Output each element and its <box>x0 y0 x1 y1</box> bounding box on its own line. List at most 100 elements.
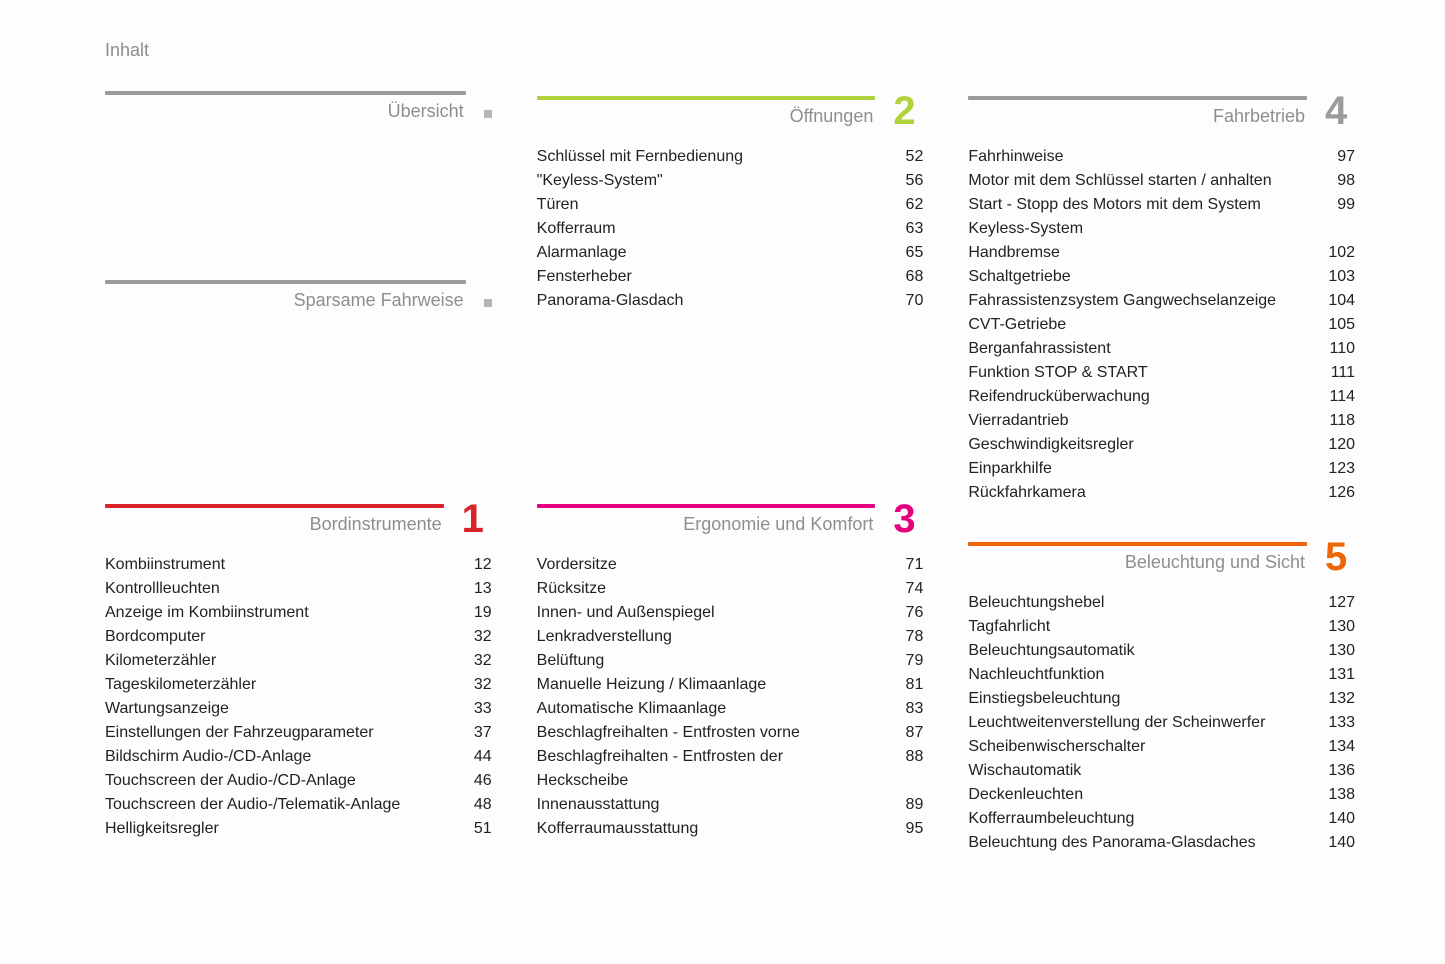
toc-entry-page: 133 <box>1321 711 1355 735</box>
toc-entry-label: Bildschirm Audio-/CD-Anlage <box>105 745 458 769</box>
toc-entry-page: 130 <box>1321 639 1355 663</box>
section-number: 2 <box>893 91 923 131</box>
toc-entry[interactable]: Wischautomatik136 <box>968 759 1355 783</box>
toc-entry-page: 70 <box>889 289 923 313</box>
toc-entry[interactable]: Tagfahrlicht130 <box>968 615 1355 639</box>
toc-entry[interactable]: Lenkradverstellung78 <box>537 625 924 649</box>
toc-section: Übersicht <box>105 91 492 122</box>
section-header: Ergonomie und Komfort3 <box>537 499 924 539</box>
toc-entry[interactable]: Einparkhilfe123 <box>968 457 1355 481</box>
section-title: Bordinstrumente <box>105 514 444 535</box>
toc-entry-label: Panorama-Glasdach <box>537 289 890 313</box>
toc-entry-label: Rückfahrkamera <box>968 481 1321 505</box>
toc-entry[interactable]: Bordcomputer32 <box>105 625 492 649</box>
section-dot-icon <box>484 299 492 307</box>
toc-entry[interactable]: Scheibenwischerschalter134 <box>968 735 1355 759</box>
toc-entry[interactable]: Handbremse102 <box>968 241 1355 265</box>
toc-entry-label: Schlüssel mit Fernbedienung <box>537 145 890 169</box>
toc-entry[interactable]: Nachleuchtfunktion131 <box>968 663 1355 687</box>
section-title: Übersicht <box>105 101 466 122</box>
toc-entry-label: Beleuchtungsautomatik <box>968 639 1321 663</box>
toc-entry[interactable]: Rücksitze74 <box>537 577 924 601</box>
toc-entry[interactable]: Schlüssel mit Fernbedienung52 <box>537 145 924 169</box>
toc-entry[interactable]: Leuchtweitenverstellung der Scheinwerfer… <box>968 711 1355 735</box>
toc-entry[interactable]: Einstellungen der Fahrzeugparameter37 <box>105 721 492 745</box>
toc-entry[interactable]: Reifendrucküberwachung114 <box>968 385 1355 409</box>
toc-entry[interactable]: Fahrhinweise97 <box>968 145 1355 169</box>
toc-entry[interactable]: Geschwindigkeitsregler120 <box>968 433 1355 457</box>
section-title: Fahrbetrieb <box>968 106 1307 127</box>
toc-entry[interactable]: Einstiegsbeleuchtung132 <box>968 687 1355 711</box>
toc-entry-page: 140 <box>1321 807 1355 831</box>
toc-entry[interactable]: Panorama-Glasdach70 <box>537 289 924 313</box>
toc-entry[interactable]: Wartungsanzeige33 <box>105 697 492 721</box>
toc-entry-page: 71 <box>889 553 923 577</box>
toc-entry[interactable]: Alarmanlage65 <box>537 241 924 265</box>
toc-entry[interactable]: Beschlagfreihalten - Entfrosten vorne87 <box>537 721 924 745</box>
toc-entry[interactable]: Belüftung79 <box>537 649 924 673</box>
toc-entry-page: 103 <box>1321 265 1355 289</box>
toc-entry[interactable]: Kofferraumausstattung95 <box>537 817 924 841</box>
toc-entry[interactable]: Helligkeitsregler51 <box>105 817 492 841</box>
toc-entry[interactable]: Start - Stopp des Motors mit dem System … <box>968 193 1355 241</box>
toc-entry-label: Berganfahrassistent <box>968 337 1321 361</box>
toc-entry[interactable]: Fensterheber68 <box>537 265 924 289</box>
toc-entry-page: 99 <box>1321 193 1355 217</box>
toc-entry[interactable]: Kontrollleuchten13 <box>105 577 492 601</box>
toc-entry-label: Kofferraum <box>537 217 890 241</box>
section-entries: Schlüssel mit Fernbedienung52"Keyless-Sy… <box>537 145 924 313</box>
toc-entry-label: Manuelle Heizung / Klimaanlage <box>537 673 890 697</box>
toc-entry-page: 87 <box>889 721 923 745</box>
toc-entry[interactable]: Rückfahrkamera126 <box>968 481 1355 505</box>
toc-entry[interactable]: Beleuchtungsautomatik130 <box>968 639 1355 663</box>
toc-entry[interactable]: Touchscreen der Audio-/Telematik-Anlage4… <box>105 793 492 817</box>
toc-entry-page: 62 <box>889 193 923 217</box>
toc-section: Ergonomie und Komfort3 Vordersitze71Rücks… <box>537 499 924 841</box>
toc-entry[interactable]: Motor mit dem Schlüssel starten / anhalt… <box>968 169 1355 193</box>
toc-entry[interactable]: Fahrassistenzsystem Gangwechselanzeige10… <box>968 289 1355 313</box>
toc-entry[interactable]: Anzeige im Kombiinstrument19 <box>105 601 492 625</box>
toc-entry[interactable]: Beschlagfreihalten - Entfrosten der Heck… <box>537 745 924 793</box>
toc-entry[interactable]: Manuelle Heizung / Klimaanlage81 <box>537 673 924 697</box>
toc-entry-page: 132 <box>1321 687 1355 711</box>
toc-entry[interactable]: Touchscreen der Audio-/CD-Anlage46 <box>105 769 492 793</box>
toc-entry[interactable]: Innenausstattung89 <box>537 793 924 817</box>
toc-entry[interactable]: Innen- und Außenspiegel76 <box>537 601 924 625</box>
toc-entry[interactable]: Tageskilometerzähler32 <box>105 673 492 697</box>
toc-entry[interactable]: Beleuchtung des Panorama-Glasdaches140 <box>968 831 1355 855</box>
toc-entry[interactable]: "Keyless-System"56 <box>537 169 924 193</box>
toc-entry[interactable]: Vierradantrieb118 <box>968 409 1355 433</box>
toc-entry[interactable]: Kofferraumbeleuchtung140 <box>968 807 1355 831</box>
toc-entry[interactable]: Schaltgetriebe103 <box>968 265 1355 289</box>
section-number: 1 <box>462 499 492 539</box>
toc-entry[interactable]: Kofferraum63 <box>537 217 924 241</box>
section-bar <box>537 96 876 100</box>
toc-entry-label: Reifendrucküberwachung <box>968 385 1321 409</box>
toc-section: Beleuchtung und Sicht5Beleuchtungshebel1… <box>968 537 1355 855</box>
toc-entry[interactable]: Türen62 <box>537 193 924 217</box>
toc-entry-page: 114 <box>1321 385 1355 409</box>
section-bar <box>537 504 876 508</box>
toc-entry-label: Touchscreen der Audio-/Telematik-Anlage <box>105 793 458 817</box>
toc-entry[interactable]: Deckenleuchten138 <box>968 783 1355 807</box>
toc-entry-page: 78 <box>889 625 923 649</box>
toc-entry[interactable]: Bildschirm Audio-/CD-Anlage44 <box>105 745 492 769</box>
toc-entry[interactable]: Automatische Klimaanlage83 <box>537 697 924 721</box>
section-header: Übersicht <box>105 91 492 122</box>
section-header: Sparsame Fahrweise <box>105 280 492 311</box>
toc-entry-page: 120 <box>1321 433 1355 457</box>
toc-entry-label: Lenkradverstellung <box>537 625 890 649</box>
toc-entry[interactable]: Beleuchtungshebel127 <box>968 591 1355 615</box>
toc-entry-page: 74 <box>889 577 923 601</box>
toc-entry[interactable]: Kilometerzähler32 <box>105 649 492 673</box>
toc-entry[interactable]: CVT-Getriebe105 <box>968 313 1355 337</box>
toc-entry-label: Kontrollleuchten <box>105 577 458 601</box>
toc-entry-page: 89 <box>889 793 923 817</box>
toc-entry[interactable]: Vordersitze71 <box>537 553 924 577</box>
toc-entry[interactable]: Funktion STOP & START111 <box>968 361 1355 385</box>
toc-entry-page: 97 <box>1321 145 1355 169</box>
toc-entry[interactable]: Kombiinstrument12 <box>105 553 492 577</box>
toc-entry-page: 130 <box>1321 615 1355 639</box>
toc-entry[interactable]: Berganfahrassistent110 <box>968 337 1355 361</box>
toc-entry-label: "Keyless-System" <box>537 169 890 193</box>
